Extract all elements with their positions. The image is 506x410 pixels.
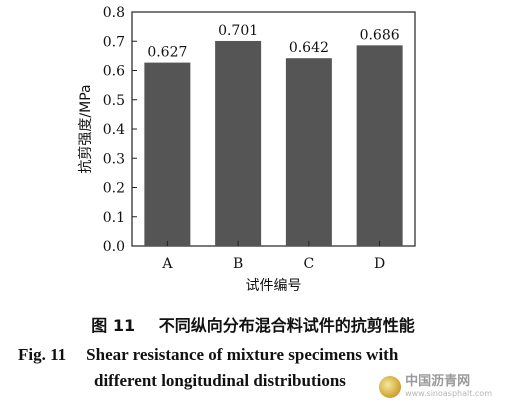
figure-title-chinese: 不同纵向分布混合料试件的抗剪性能 (158, 316, 415, 335)
y-axis-title: 抗剪强度/MPa (78, 84, 94, 173)
figure-number-english: Fig. 11 (18, 345, 67, 364)
x-axis-ticks: A B C D (161, 241, 385, 272)
data-label-C: 0.642 (289, 40, 329, 56)
figure-title-english-line1: Shear resistance of mixture specimens wi… (86, 345, 399, 364)
x-axis-title: 试件编号 (246, 278, 302, 294)
y-tick-label: 0.8 (103, 5, 125, 21)
bar-D (356, 45, 403, 246)
y-tick-label: 0.4 (103, 122, 125, 138)
y-tick-label: 0.3 (103, 151, 125, 167)
data-label-B: 0.701 (218, 23, 258, 39)
figure-number-chinese: 图 11 (91, 316, 136, 335)
y-tick-label: 0.6 (103, 64, 125, 80)
bar-C (285, 58, 332, 247)
watermark-name: 中国沥青网 (405, 374, 471, 389)
x-tick-label-D: D (374, 256, 385, 272)
watermark: 中国沥青网 www.sinoasphalt.com (379, 375, 492, 398)
bars: 0.627 0.701 0.642 0.686 (144, 23, 403, 247)
bar-A (144, 62, 191, 246)
y-axis-ticks: 0.0 0.1 0.2 0.3 0.4 0.5 0.6 0.7 0.8 (103, 5, 137, 255)
data-label-D: 0.686 (360, 27, 400, 43)
data-label-A: 0.627 (147, 45, 187, 61)
y-tick-label: 0.5 (103, 93, 125, 109)
bar-B (215, 40, 262, 246)
watermark-url: www.sinoasphalt.com (405, 389, 492, 398)
watermark-logo-icon (379, 375, 402, 398)
figure-title-english-line2: different longitudinal distributions (94, 371, 346, 390)
figure-caption-english: Fig. 11 Shear resistance of mixture speci… (0, 342, 506, 394)
y-tick-label: 0.1 (103, 210, 125, 226)
x-tick-label-C: C (304, 256, 315, 272)
y-tick-label: 0.0 (103, 239, 125, 255)
y-tick-label: 0.2 (103, 181, 125, 197)
y-tick-label: 0.7 (103, 34, 125, 50)
x-tick-label-B: B (233, 256, 243, 272)
figure-caption-chinese: 图 11 不同纵向分布混合料试件的抗剪性能 (0, 312, 506, 336)
x-tick-label-A: A (161, 256, 173, 272)
